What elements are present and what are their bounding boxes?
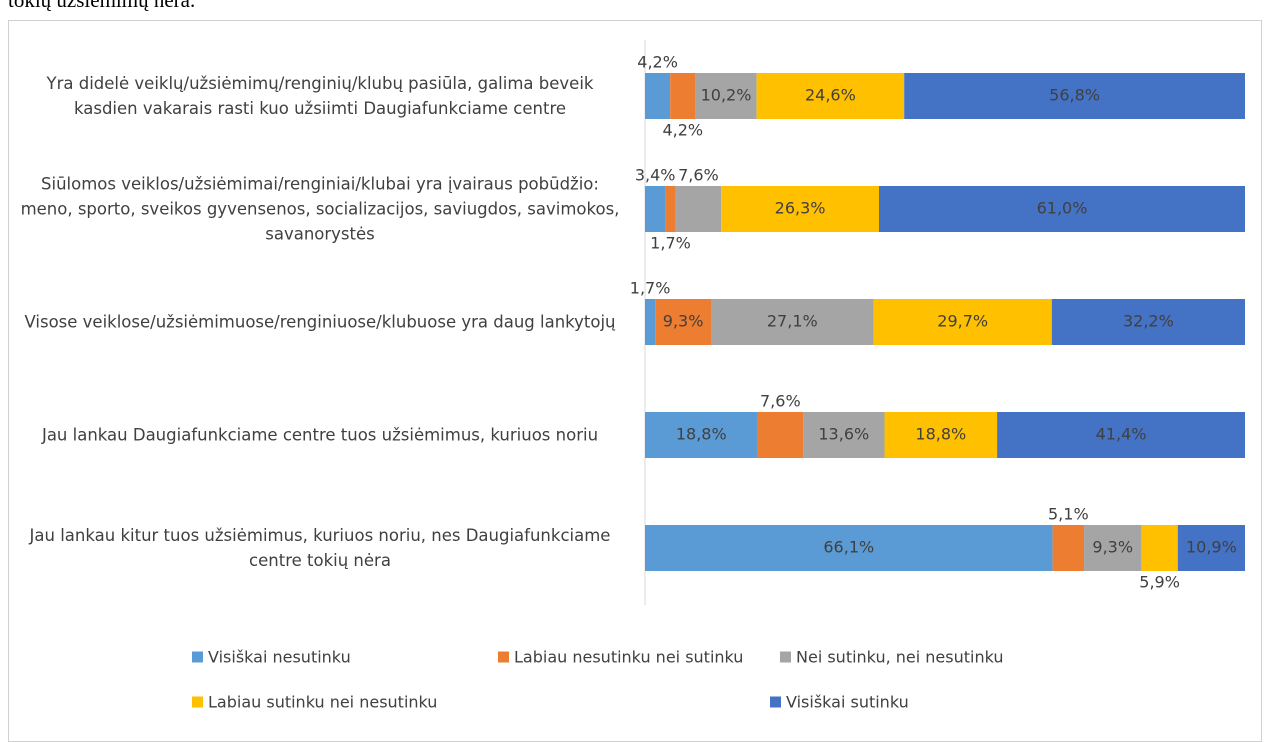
legend-swatch [192, 651, 203, 663]
legend-swatch [780, 651, 791, 663]
data-label: 9,3% [663, 312, 704, 331]
legend-item: Nei sutinku, nei nesutinku [780, 648, 1004, 667]
bar-segment [884, 412, 998, 458]
category-label: Yra didelė veiklų/užsiėmimų/renginių/klu… [46, 74, 594, 118]
bar-segment [1141, 525, 1178, 571]
bar-segment [1051, 299, 1245, 345]
bar-segment [756, 73, 905, 119]
data-label: 18,8% [676, 425, 727, 444]
document-text: tokių užsiėmimų nėra. [8, 0, 196, 12]
legend-item: Visiškai sutinku [770, 693, 909, 712]
legend-label: Labiau nesutinku nei sutinku [514, 647, 744, 667]
bar-segment [645, 186, 666, 232]
bar-segment [695, 73, 757, 119]
bar-segment [645, 525, 1053, 571]
bar-segment [665, 186, 676, 232]
bar-segment [655, 299, 711, 345]
data-label: 32,2% [1123, 312, 1174, 331]
legend-swatch [498, 651, 509, 663]
category-label: Visose veiklose/užsiėmimuose/renginiuose… [24, 312, 616, 332]
data-label: 4,2% [637, 53, 678, 72]
bar-segment [645, 73, 671, 119]
data-label: 1,7% [630, 279, 671, 298]
category-label: Jau lankau Daugiafunkciame centre tuos u… [41, 425, 599, 445]
data-label: 7,6% [760, 392, 801, 411]
data-label: 5,1% [1048, 505, 1089, 524]
bar-segment [675, 186, 722, 232]
data-label: 13,6% [818, 425, 869, 444]
data-label: 9,3% [1092, 538, 1133, 557]
bar-segment [670, 73, 696, 119]
data-label: 10,2% [701, 86, 752, 105]
legend-swatch [770, 696, 781, 708]
data-label: 61,0% [1037, 199, 1088, 218]
legend-item: Visiškai nesutinku [192, 648, 351, 667]
legend-item: Labiau sutinku nei nesutinku [192, 693, 437, 712]
data-label: 27,1% [767, 312, 818, 331]
data-label: 4,2% [662, 121, 703, 140]
bar-segment [721, 186, 879, 232]
legend-label: Visiškai nesutinku [208, 647, 351, 667]
data-label: 10,9% [1186, 538, 1237, 557]
data-label: 41,4% [1096, 425, 1147, 444]
data-label: 56,8% [1049, 86, 1100, 105]
bar-segment [803, 412, 885, 458]
category-label: Siūlomos veiklos/užsiėmimai/renginiai/kl… [20, 174, 620, 244]
legend-swatch [192, 696, 203, 708]
bar-segment [873, 299, 1052, 345]
bar-segment [1084, 525, 1142, 571]
bar-segment [1177, 525, 1245, 571]
data-label: 24,6% [805, 86, 856, 105]
category-label: Jau lankau kitur tuos užsiėmimus, kuriuo… [29, 526, 611, 570]
data-label: 5,9% [1139, 573, 1180, 592]
bar-segment [997, 412, 1245, 458]
bar-segment [645, 299, 656, 345]
data-label: 7,6% [678, 166, 719, 185]
bar-segment [879, 186, 1245, 232]
bar-segment [645, 412, 758, 458]
legend-label: Labiau sutinku nei nesutinku [208, 692, 438, 712]
data-label: 66,1% [823, 538, 874, 557]
data-label: 1,7% [650, 234, 691, 253]
data-label: 3,4% [635, 166, 676, 185]
data-label: 26,3% [775, 199, 826, 218]
bar-segment [711, 299, 874, 345]
data-label: 18,8% [915, 425, 966, 444]
legend-item: Labiau nesutinku nei sutinku [498, 648, 743, 667]
data-label: 29,7% [937, 312, 988, 331]
legend-label: Visiškai sutinku [786, 692, 909, 712]
bar-segment [904, 73, 1245, 119]
bar-segment [1052, 525, 1085, 571]
bar-segment [757, 412, 804, 458]
legend-label: Nei sutinku, nei nesutinku [796, 647, 1004, 667]
